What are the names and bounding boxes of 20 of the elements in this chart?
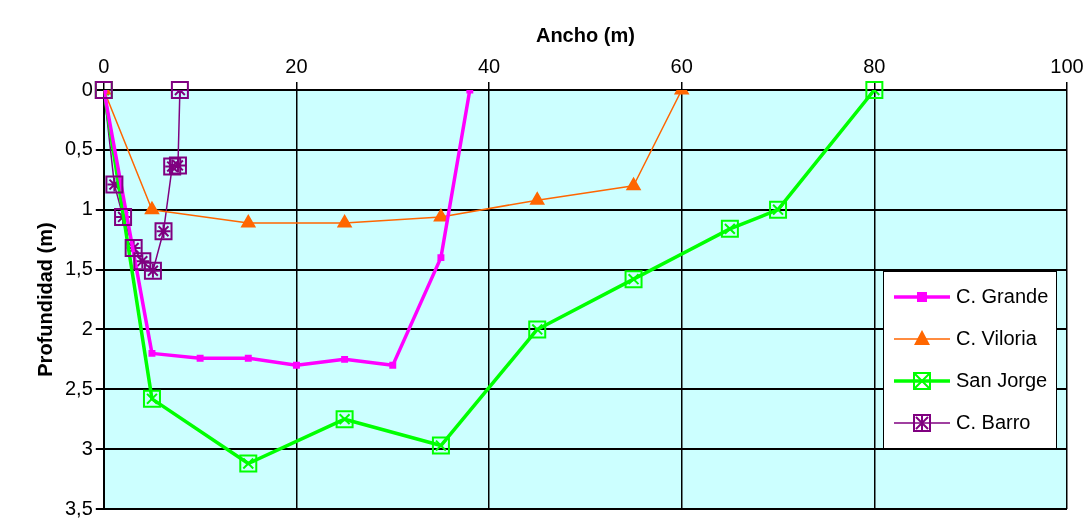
y-tick-label: 2,5 — [64, 376, 93, 399]
y-tick-label: 0 — [81, 77, 93, 100]
x-tick-label: 80 — [863, 54, 886, 77]
x-tick-label: 40 — [477, 54, 501, 77]
legend-label: C. Grande — [956, 285, 1049, 308]
y-tick-label: 2 — [81, 316, 93, 339]
legend-label: San Jorge — [956, 369, 1048, 392]
y-tick-label: 0,5 — [64, 137, 93, 160]
y-tick-label: 3 — [81, 436, 93, 459]
y-axis-title: Profundidad (m) — [33, 222, 56, 377]
x-tick-label: 60 — [670, 54, 693, 77]
y-tick-label: 3,5 — [64, 496, 93, 519]
y-tick-label: 1 — [81, 197, 93, 220]
y-tick-label: 1,5 — [64, 257, 93, 280]
x-tick-label: 20 — [285, 54, 308, 77]
legend-label: C. Barro — [956, 411, 1031, 434]
x-tick-label: 100 — [1050, 54, 1084, 77]
legend-label: C. Viloria — [956, 327, 1037, 350]
x-axis-title: Ancho (m) — [535, 23, 635, 46]
x-tick-label: 0 — [98, 54, 110, 77]
